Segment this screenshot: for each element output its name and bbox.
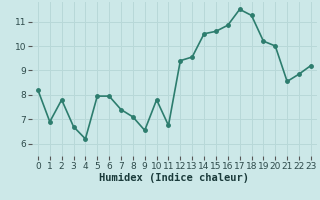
X-axis label: Humidex (Indice chaleur): Humidex (Indice chaleur) — [100, 173, 249, 183]
